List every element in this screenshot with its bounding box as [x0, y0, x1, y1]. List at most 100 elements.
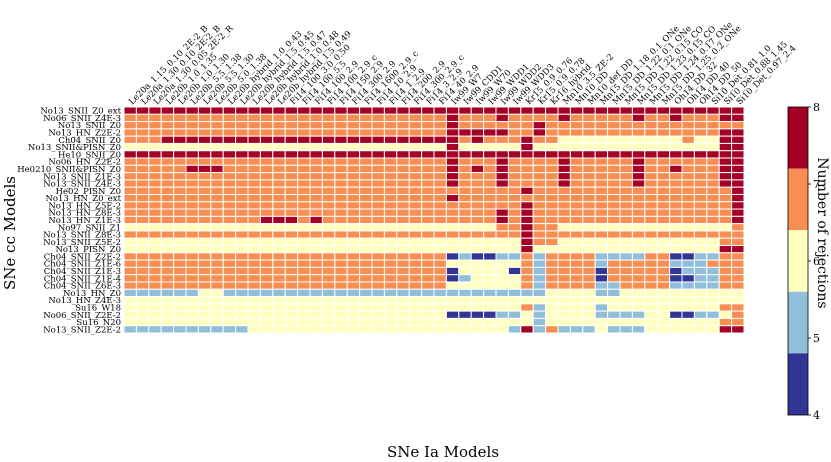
heatmap-cell: [148, 266, 162, 276]
heatmap-cell: [483, 193, 497, 203]
heatmap-cell: [631, 303, 646, 312]
heatmap-cell: [135, 317, 150, 327]
heatmap-cell: [545, 281, 559, 290]
heatmap-cell: [445, 164, 460, 174]
heatmap-cell: [371, 142, 385, 152]
heatmap-cell: [321, 193, 336, 203]
heatmap-cell: [619, 142, 633, 152]
heatmap-cell: [197, 201, 212, 210]
heatmap-cell: [532, 296, 547, 305]
heatmap-cell: [594, 274, 609, 283]
heatmap-cell: [520, 245, 534, 254]
heatmap-cell: [185, 296, 199, 305]
heatmap-cell: [445, 252, 460, 261]
heatmap-cell: [210, 135, 224, 144]
heatmap-cell: [334, 106, 348, 115]
heatmap-cell: [222, 274, 237, 283]
heatmap-cell: [545, 172, 559, 181]
heatmap-cell: [185, 179, 199, 188]
heatmap-cell: [173, 121, 187, 130]
colorbar-tick-label: 6: [813, 255, 820, 268]
heatmap-cell: [383, 106, 398, 115]
heatmap-cell: [507, 215, 522, 225]
heatmap-cell: [520, 106, 534, 115]
heatmap-cell: [148, 172, 162, 181]
heatmap-cell: [346, 179, 361, 188]
heatmap-cell: [458, 201, 472, 210]
heatmap-cell: [569, 215, 584, 225]
heatmap-cell: [545, 157, 559, 166]
heatmap-cell: [656, 201, 671, 210]
heatmap-cell: [135, 223, 150, 232]
heatmap-cell: [520, 215, 534, 225]
heatmap-cell: [408, 310, 423, 319]
heatmap-cell: [718, 223, 733, 232]
heatmap-cells: [123, 106, 745, 334]
heatmap-cell: [160, 150, 175, 159]
heatmap-cell: [706, 303, 720, 312]
heatmap-cell: [408, 230, 423, 239]
heatmap-cell: [222, 179, 237, 188]
heatmap-cell: [718, 208, 733, 217]
heatmap-cell: [470, 223, 485, 232]
heatmap-cell: [445, 215, 460, 225]
heatmap-cell: [644, 310, 658, 319]
heatmap-cell: [594, 310, 609, 319]
heatmap-cell: [396, 252, 410, 261]
heatmap-cell: [731, 106, 745, 115]
heatmap-cell: [235, 193, 249, 203]
heatmap-cell: [445, 281, 460, 290]
heatmap-cell: [371, 128, 385, 137]
heatmap-cell: [507, 223, 522, 232]
heatmap-cell: [309, 179, 323, 188]
heatmap-cell: [594, 106, 609, 115]
heatmap-cell: [545, 186, 559, 195]
heatmap-cell: [173, 128, 187, 137]
heatmap-cell: [594, 113, 609, 123]
heatmap-cell: [235, 128, 249, 137]
heatmap-cell: [359, 259, 373, 268]
heatmap-cell: [619, 186, 633, 195]
heatmap-cell: [148, 186, 162, 195]
heatmap-cell: [445, 223, 460, 232]
heatmap-cell: [123, 208, 137, 217]
heatmap-cell: [123, 135, 137, 144]
heatmap-cell: [160, 208, 175, 217]
heatmap-cell: [222, 296, 237, 305]
heatmap-cell: [656, 208, 671, 217]
y-tick-label: Ch04_SNII_Z6E-3: [44, 282, 121, 292]
heatmap-cell: [235, 237, 249, 247]
heatmap-cell: [346, 266, 361, 276]
heatmap-cell: [669, 252, 683, 261]
heatmap-cell: [210, 193, 224, 203]
heatmap-cell: [309, 157, 323, 166]
heatmap-cell: [669, 325, 683, 334]
heatmap-cell: [718, 128, 733, 137]
heatmap-cell: [197, 215, 212, 225]
heatmap-cell: [210, 157, 224, 166]
heatmap-cell: [371, 237, 385, 247]
heatmap-cell: [669, 164, 683, 174]
heatmap-cell: [396, 310, 410, 319]
heatmap-cell: [272, 245, 286, 254]
heatmap-cell: [483, 142, 497, 152]
heatmap-cell: [557, 201, 571, 210]
heatmap-cell: [594, 259, 609, 268]
heatmap-cell: [334, 164, 348, 174]
heatmap-cell: [507, 266, 522, 276]
heatmap-cell: [545, 288, 559, 298]
heatmap-cell: [396, 288, 410, 298]
heatmap-cell: [669, 303, 683, 312]
heatmap-cell: [669, 201, 683, 210]
heatmap-cell: [346, 142, 361, 152]
heatmap-cell: [247, 252, 261, 261]
heatmap-cell: [483, 179, 497, 188]
heatmap-cell: [197, 150, 212, 159]
heatmap-cell: [507, 296, 522, 305]
heatmap-cell: [359, 179, 373, 188]
heatmap-cell: [334, 259, 348, 268]
heatmap-cell: [631, 237, 646, 247]
heatmap-cell: [396, 208, 410, 217]
heatmap-cell: [197, 157, 212, 166]
heatmap-cell: [669, 150, 683, 159]
